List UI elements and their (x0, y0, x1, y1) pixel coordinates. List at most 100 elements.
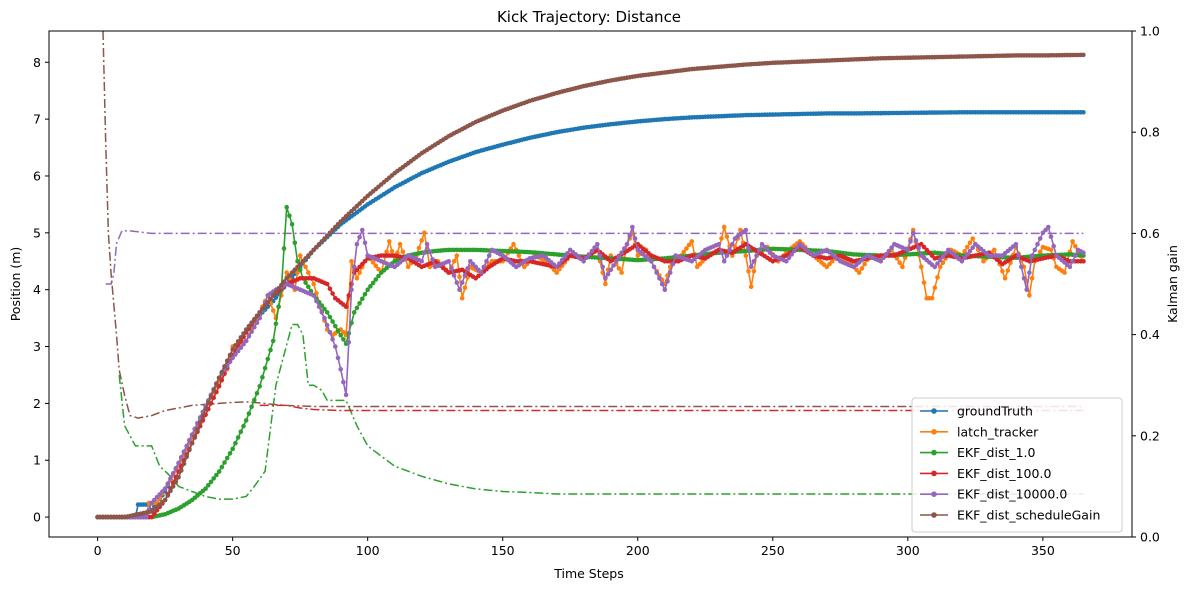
series-latch-tracker-point (935, 275, 940, 280)
series-ekf-dist-10000-0-point (905, 247, 911, 253)
legend-label: groundTruth (957, 404, 1033, 419)
series-ekf-dist-1-0-point (254, 390, 260, 396)
series-ekf-dist-10000-0-point (484, 259, 489, 264)
series-ekf-dist-1-0-point (368, 284, 373, 289)
series-ekf-dist-1-0-point (276, 304, 281, 310)
legend-swatch-marker (931, 512, 937, 518)
series-ekf-dist-schedulegain-point (287, 273, 292, 278)
series-ekf-dist-1-0-point (235, 435, 241, 440)
series-ekf-dist-schedulegain-point (1081, 52, 1086, 58)
series-ekf-dist-10000-0-point (324, 322, 330, 328)
series-latch-tracker-point (603, 281, 608, 287)
series-latch-tracker-point (400, 249, 406, 255)
series-ekf-dist-10000-0-point (351, 264, 357, 270)
series-ekf-dist-10000-0-point (1029, 253, 1035, 258)
y2-tick-label: 0.8 (1140, 125, 1160, 140)
series-ekf-dist-1-0-point (376, 273, 381, 279)
series-ekf-dist-10000-0-point (424, 241, 430, 247)
series-ekf-dist-10000-0-point (965, 252, 970, 257)
series-ekf-dist-1-0-point (324, 310, 330, 315)
series-ekf-dist-schedulegain-point (184, 454, 189, 460)
series-ekf-dist-10000-0-point (360, 227, 365, 233)
series-ekf-dist-10000-0-point (314, 298, 319, 304)
series-ekf-dist-schedulegain (95, 52, 1086, 520)
legend-swatch-marker (931, 429, 937, 435)
series-ekf-dist-schedulegain-point (262, 303, 268, 308)
series-kalman-gain-2ca02c-line (118, 323, 1084, 500)
series-latch-tracker-point (451, 259, 457, 264)
series-ekf-dist-schedulegain-point (246, 323, 252, 329)
series-ekf-dist-10000-0-point (754, 253, 759, 258)
series-ekf-dist-10000-0-point (1013, 241, 1019, 247)
series-ekf-dist-schedulegain-point (165, 493, 171, 498)
series-ekf-dist-100-0-point (1081, 259, 1086, 264)
series-latch-tracker-point (341, 330, 346, 335)
series-ekf-dist-10000-0-point (962, 255, 967, 261)
series-ekf-dist-schedulegain-point (222, 364, 227, 369)
series-ekf-dist-1-0-point (230, 446, 235, 452)
y-tick-label: 8 (33, 55, 41, 70)
series-ekf-dist-schedulegain-point (233, 343, 238, 348)
series-ekf-dist-1-0-point (243, 418, 249, 423)
series-latch-tracker-point (416, 245, 422, 251)
series-latch-tracker-point (937, 264, 943, 270)
series-ekf-dist-schedulegain-point (200, 413, 206, 419)
series-ekf-dist-10000-0-point (1035, 241, 1040, 247)
series-ekf-dist-10000-0-point (311, 293, 317, 298)
legend-item: EKF_dist_10000.0 (920, 487, 1067, 502)
series-latch-tracker-point (306, 270, 311, 275)
series-ekf-dist-schedulegain-point (265, 299, 271, 305)
series-ekf-dist-10000-0-point (786, 255, 792, 261)
series-latch-tracker-point (743, 253, 749, 258)
series-ekf-dist-10000-0-point (168, 476, 173, 481)
series-ekf-dist-10000-0-point (1016, 253, 1021, 258)
series-latch-tracker-point (856, 270, 862, 275)
legend: groundTruth latch_tracker EKF_dist_1.0 EKF_… (911, 397, 1123, 533)
series-latch-tracker-point (1027, 293, 1032, 298)
series-ekf-dist-schedulegain-point (181, 461, 187, 467)
legend-label: EKF_dist_scheduleGain (957, 508, 1100, 523)
series-ekf-dist-1-0-point (370, 280, 376, 286)
series-ekf-dist-100-0-point (327, 286, 333, 292)
series-ekf-dist-10000-0-point (454, 280, 460, 285)
series-latch-tracker-point (746, 268, 751, 274)
series-ekf-dist-10000-0-point (341, 379, 346, 385)
series-ekf-dist-100-0-point (354, 267, 360, 273)
series-ekf-dist-10000-0-point (319, 310, 325, 315)
series-ekf-dist-10000-0-point (238, 345, 244, 351)
series-ekf-dist-schedulegain-point (324, 233, 330, 238)
series-latch-tracker-point (1048, 247, 1054, 253)
series-ekf-dist-1-0-point (268, 347, 273, 353)
series-ekf-dist-10000-0-point (1067, 264, 1073, 270)
series-ekf-dist-1-0-point (233, 440, 238, 446)
series-ekf-dist-10000-0-point (233, 352, 238, 357)
series-ekf-dist-10000-0-point (330, 337, 335, 342)
series-ekf-dist-schedulegain-point (211, 388, 216, 393)
series-ekf-dist-schedulegain-point (257, 310, 263, 315)
series-latch-tracker-point (311, 281, 317, 287)
legend-box (911, 397, 1123, 533)
series-ekf-dist-10000-0-point (235, 348, 241, 354)
y2-axis-title: Kalman gain (1165, 245, 1180, 323)
series-ekf-dist-10000-0-point (667, 270, 673, 275)
series-latch-tracker-point (902, 255, 908, 260)
series-latch-tracker-point (1000, 268, 1005, 274)
series-ekf-dist-schedulegain-point (214, 381, 219, 387)
series-ekf-dist-1-0-point (357, 301, 362, 306)
series-ekf-dist-10000-0-point (184, 443, 189, 449)
series-ekf-dist-10000-0-point (746, 246, 751, 251)
y2-tick-label: 0.4 (1140, 327, 1160, 342)
y-tick-label: 6 (33, 168, 41, 183)
series-latch-tracker-point (748, 284, 754, 290)
series-ekf-dist-1-0-point (219, 464, 225, 470)
series-ekf-dist-10000-0-point (592, 245, 597, 250)
series-ekf-dist-1-0-point (203, 486, 208, 492)
series-ekf-dist-10000-0-point (730, 241, 735, 247)
series-ekf-dist-100-0-point (149, 514, 154, 520)
series-ekf-dist-schedulegain-point (216, 375, 222, 381)
series-ekf-dist-10000-0-point (595, 241, 600, 247)
x-axis: 0 50 100 150 200 250 300 350 (94, 537, 1055, 558)
series-ekf-dist-10000-0-point (794, 245, 800, 250)
series-latch-tracker-point (419, 238, 425, 243)
series-ekf-dist-10000-0-point (789, 252, 794, 257)
